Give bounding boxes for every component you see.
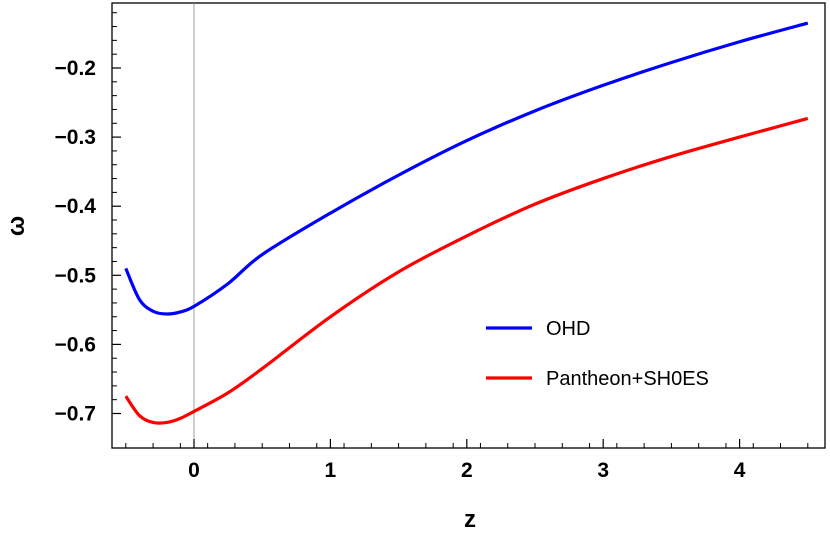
- x-tick-label: 4: [734, 459, 746, 482]
- series-line-pantheon-sh0es: [124, 116, 809, 425]
- plot-frame: [111, 2, 826, 449]
- x-tick-label: 2: [461, 459, 473, 482]
- y-axis-ticks: −0.7 −0.6 −0.5 −0.4 −0.3 −0.2: [55, 12, 121, 426]
- series-layer: [124, 21, 809, 425]
- legend-label: OHD: [546, 318, 590, 340]
- y-tick-label: −0.5: [55, 264, 97, 287]
- y-tick-label: −0.6: [55, 333, 96, 356]
- y-axis-label: ω: [3, 216, 30, 236]
- y-tick-label: −0.2: [55, 57, 96, 80]
- y-tick-label: −0.7: [55, 403, 96, 426]
- legend: OHD Pantheon+SH0ES: [486, 318, 709, 390]
- legend-label: Pantheon+SH0ES: [546, 368, 709, 390]
- y-tick-label: −0.3: [55, 126, 96, 149]
- x-axis-label: z: [464, 506, 476, 533]
- x-tick-label: 3: [597, 459, 609, 482]
- x-axis-ticks: 0 1 2 3 4: [125, 439, 809, 482]
- y-tick-label: −0.4: [55, 195, 97, 218]
- x-tick-label: 1: [325, 459, 337, 482]
- x-tick-label: 0: [188, 459, 200, 482]
- series-line-ohd: [124, 21, 809, 316]
